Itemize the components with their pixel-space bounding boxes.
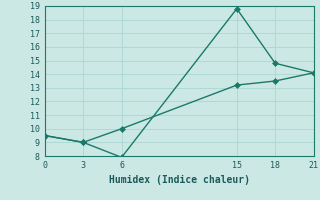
X-axis label: Humidex (Indice chaleur): Humidex (Indice chaleur): [109, 175, 250, 185]
